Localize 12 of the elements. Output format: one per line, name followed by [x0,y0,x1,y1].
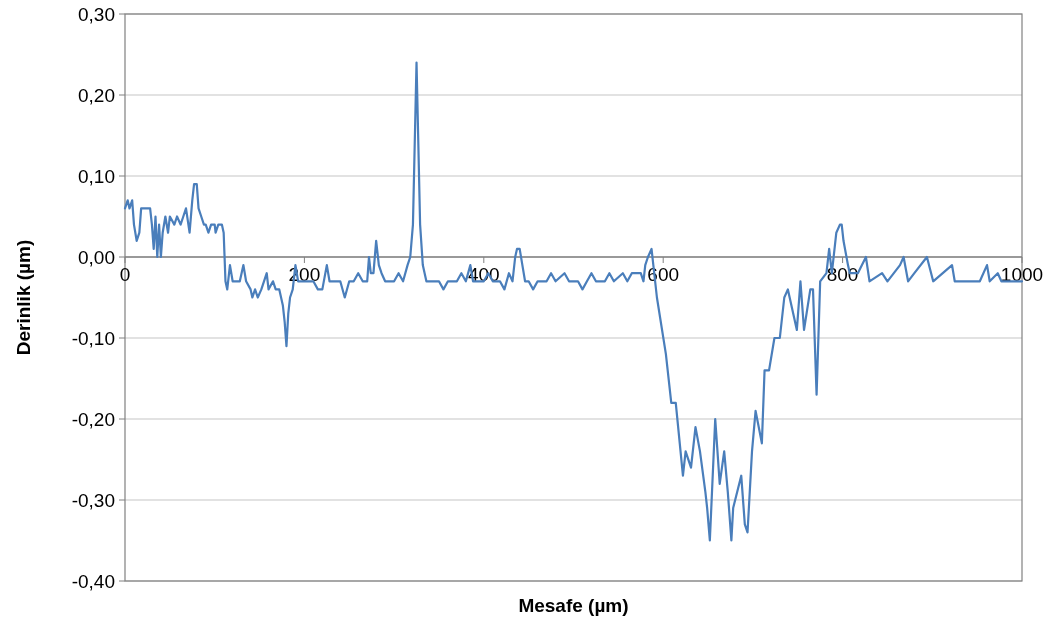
y-tick-label: 0,20 [78,84,115,106]
x-axis-title: Mesafe (µm) [518,595,629,616]
y-tick-label: -0,40 [71,570,115,592]
y-tick-label: 0,30 [78,3,115,25]
x-tick-label: 0 [119,264,131,285]
y-tick-label: -0,10 [71,327,115,349]
y-axis-title: Derinlik (µm) [13,239,34,356]
y-tick-label: 0,10 [78,165,115,187]
x-tick-label: 1000 [1000,264,1044,285]
y-tick-label: -0,30 [71,489,115,511]
y-tick-label: 0,00 [78,246,115,268]
y-tick-label: -0,20 [71,408,115,430]
